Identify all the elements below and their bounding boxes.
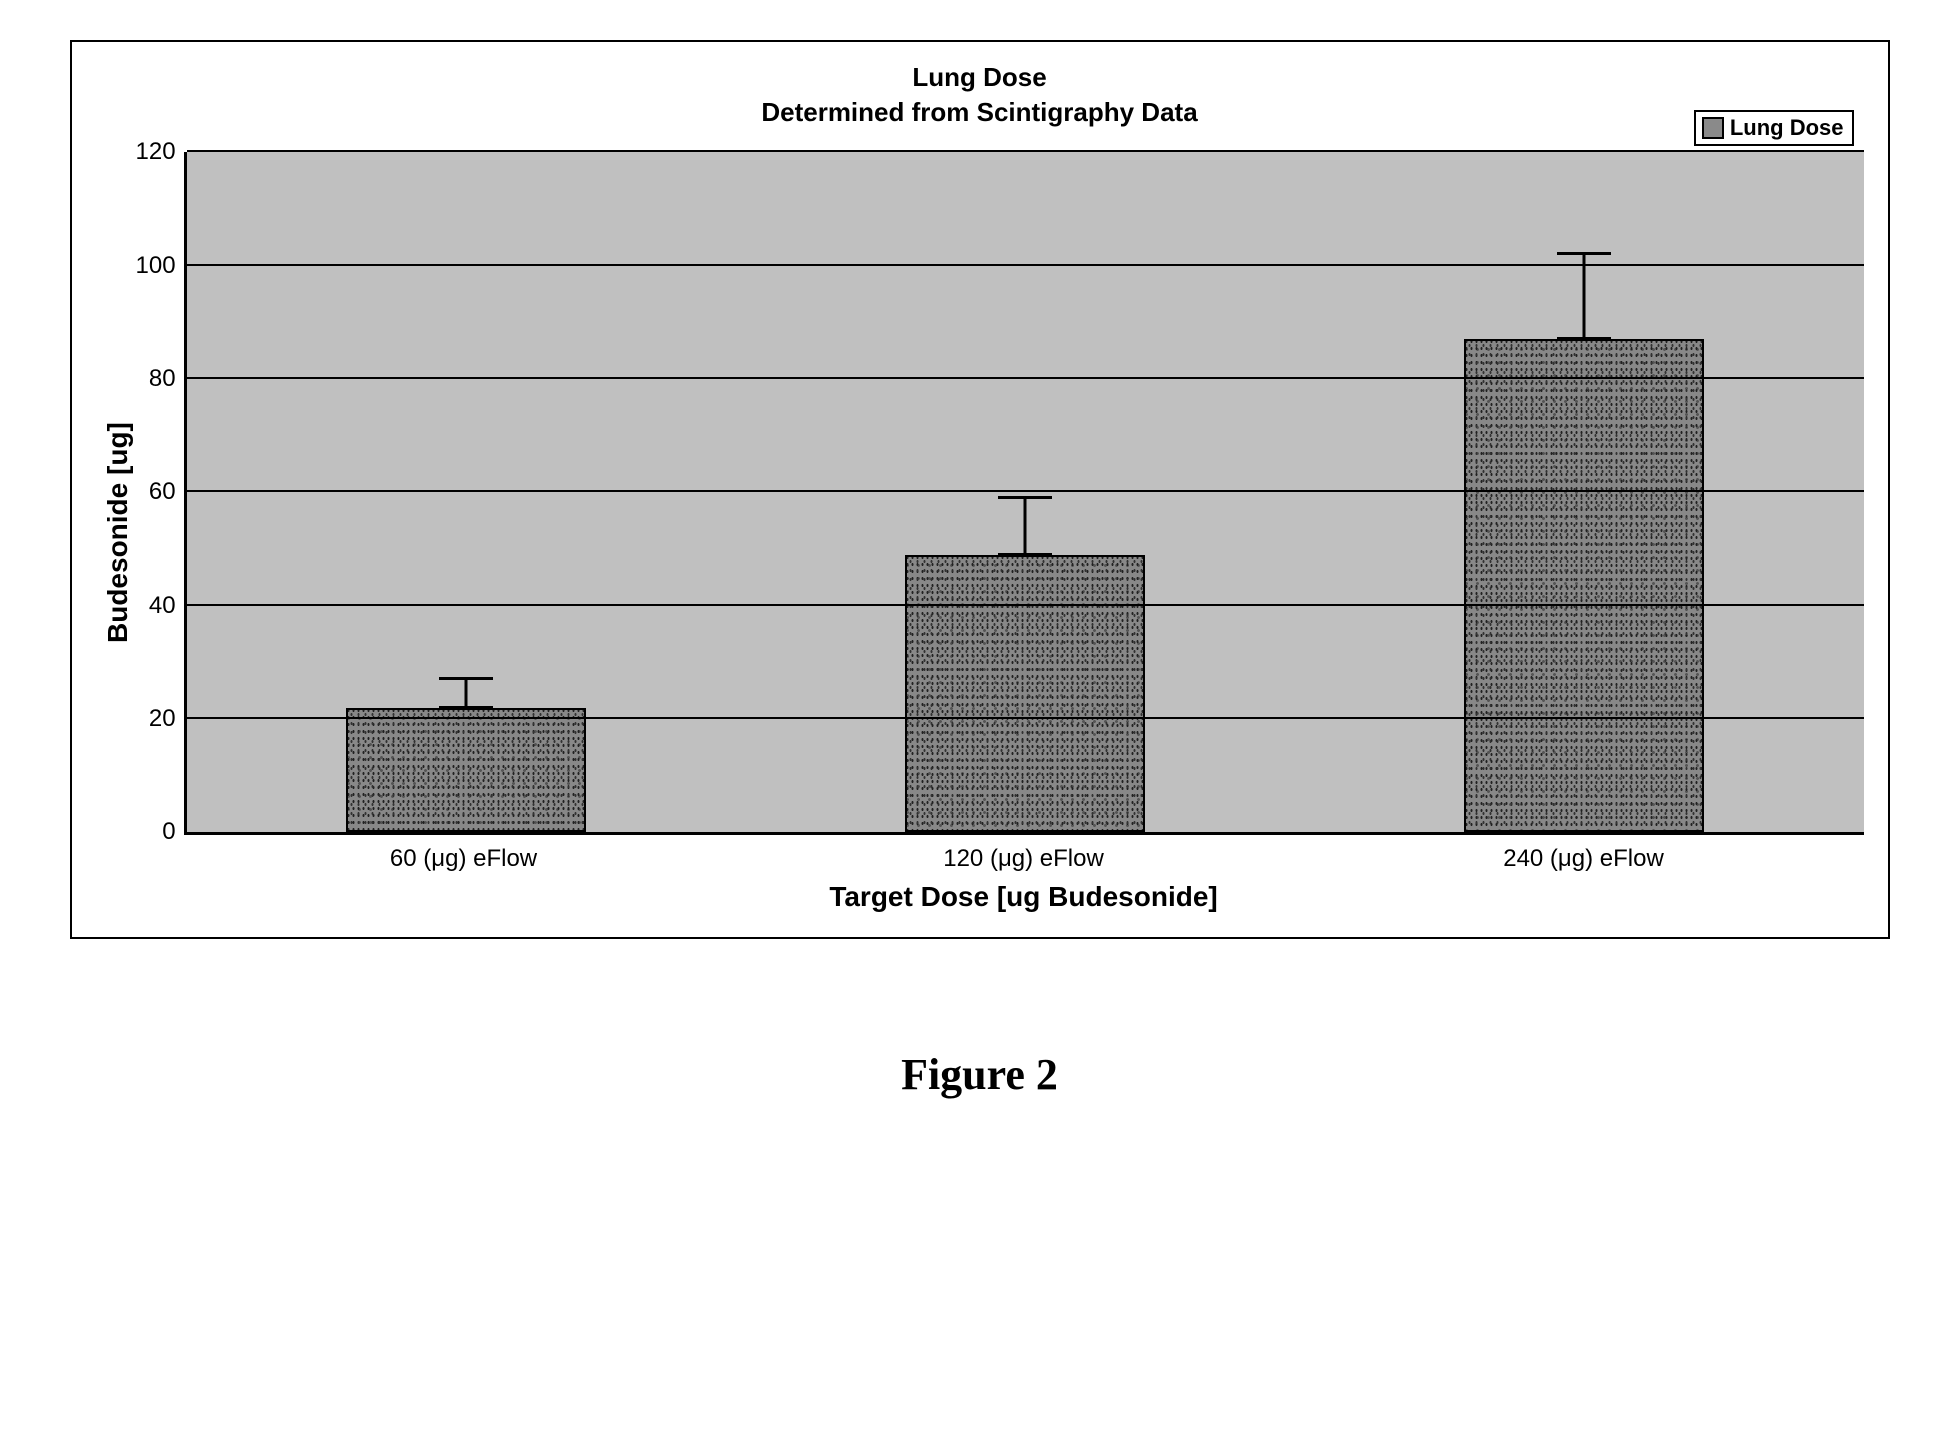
error-bar-cap [998, 496, 1052, 499]
bar-slot [905, 152, 1145, 832]
bar-slot [346, 152, 586, 832]
legend-swatch [1702, 117, 1724, 139]
error-bar-cap [998, 553, 1052, 556]
y-axis-label: Budesonide [ug] [96, 152, 136, 913]
error-bar-stem [465, 679, 468, 707]
plot-column: 60 (μg) eFlow 120 (μg) eFlow 240 (μg) eFlo… [184, 152, 1864, 913]
bar [346, 708, 586, 833]
chart-frame: Lung Dose Determined from Scintigraphy D… [70, 40, 1890, 939]
bar [1464, 339, 1704, 832]
x-axis-label: Target Dose [ug Budesonide] [184, 881, 1864, 913]
plot-area [184, 152, 1864, 835]
error-bar-cap [1557, 252, 1611, 255]
error-bar-cap [439, 706, 493, 709]
error-bar-stem [1024, 498, 1027, 555]
bars-layer [187, 152, 1864, 832]
figure-caption: Figure 2 [40, 1049, 1919, 1100]
grid-line [187, 264, 1864, 266]
grid-line [187, 150, 1864, 152]
chart-title-line2: Determined from Scintigraphy Data [96, 95, 1864, 130]
x-axis-ticks: 60 (μg) eFlow 120 (μg) eFlow 240 (μg) eFlo… [184, 845, 1864, 873]
x-tick-label: 60 (μg) eFlow [344, 845, 584, 873]
grid-line [187, 604, 1864, 606]
error-bar-cap [439, 677, 493, 680]
x-tick-label: 240 (μg) eFlow [1464, 845, 1704, 873]
grid-line [187, 490, 1864, 492]
x-tick-label: 120 (μg) eFlow [904, 845, 1144, 873]
bar [905, 555, 1145, 833]
bar-slot [1464, 152, 1704, 832]
legend-label: Lung Dose [1730, 115, 1844, 141]
chart-title: Lung Dose Determined from Scintigraphy D… [96, 60, 1864, 130]
grid-line [187, 377, 1864, 379]
chart-body: Budesonide [ug] 120100806040200 60 (μg) … [96, 152, 1864, 913]
error-bar-stem [1583, 254, 1586, 339]
chart-title-line1: Lung Dose [96, 60, 1864, 95]
y-axis-ticks: 120100806040200 [136, 152, 184, 832]
legend: Lung Dose [1694, 110, 1854, 146]
error-bar-cap [1557, 337, 1611, 340]
grid-line [187, 717, 1864, 719]
